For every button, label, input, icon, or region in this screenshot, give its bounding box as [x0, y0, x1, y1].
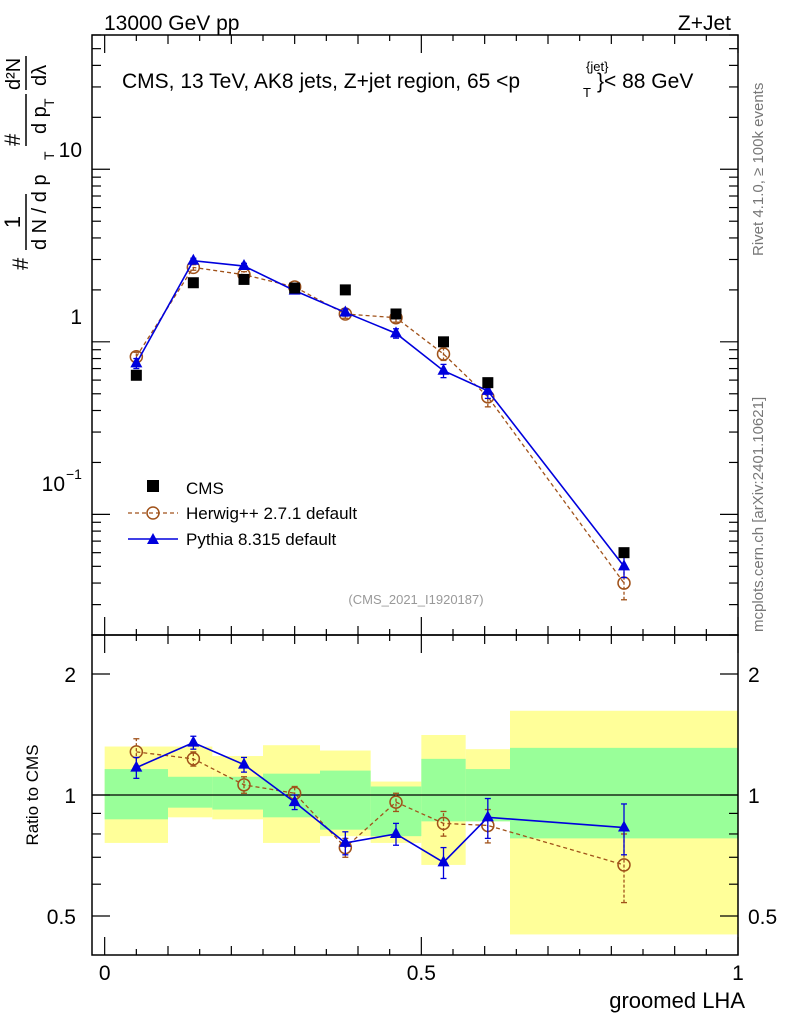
- cms-point: [339, 284, 351, 296]
- pythia-point: [238, 259, 250, 271]
- upper-tick-label-01-base: 10: [42, 473, 65, 496]
- lower-y-label: Ratio to CMS: [23, 744, 42, 845]
- ratio-pythia-point: [130, 760, 143, 772]
- ratio-band-inner: [320, 770, 371, 830]
- legend-label-cms: CMS: [186, 479, 224, 498]
- legend-label-pythia: Pythia 8.315 default: [186, 530, 337, 549]
- ratio-pythia-point: [437, 855, 450, 867]
- cms-point: [130, 369, 142, 381]
- mcplots-label: mcplots.cern.ch [arXiv:2401.10621]: [750, 397, 767, 632]
- energy-label: 13000 GeV pp: [104, 12, 239, 35]
- legend-marker-herwig: [146, 506, 160, 520]
- ylabel-dl: dλ: [29, 65, 51, 86]
- cms-point: [482, 377, 494, 389]
- upper-tick-label-1: 1: [70, 306, 82, 329]
- lower-tick-labels: 0.5 0.5 1 1 2 2: [47, 664, 777, 929]
- ylabel-T1: T: [41, 151, 57, 160]
- lower-tick-label-right: 2: [748, 664, 760, 687]
- pythia-point: [618, 559, 630, 571]
- upper-ticks: [92, 34, 739, 636]
- ratio-pythia-point: [618, 820, 630, 832]
- chart-title: CMS, 13 TeV, AK8 jets, Z+jet region, 65 …: [122, 70, 520, 93]
- process-label: Z+Jet: [678, 12, 731, 35]
- upper-marks: [129, 253, 631, 601]
- rivet-label: Rivet 4.1.0, ≥ 100k events: [750, 83, 767, 256]
- x-tick-label: 1: [732, 962, 744, 985]
- ratio-herwig-point: [436, 816, 451, 831]
- ratio-herwig-point: [617, 858, 631, 872]
- ratio-marks: [129, 735, 631, 904]
- analysis-id: (CMS_2021_I1920187): [348, 592, 483, 607]
- rivet-label-group: Rivet 4.1.0, ≥ 100k events: [750, 83, 767, 256]
- legend-marker-pythia: [147, 533, 159, 544]
- mcplots-label-group: mcplots.cern.ch [arXiv:2401.10621]: [750, 397, 767, 632]
- lower-ticks: [92, 635, 739, 955]
- ratio-pythia-point: [339, 835, 352, 847]
- ylabel-hash2: #: [0, 133, 25, 146]
- pythia-point: [390, 326, 402, 338]
- ylabel-one: 1: [0, 216, 25, 228]
- lower-y-label-group: Ratio to CMS: [23, 744, 42, 845]
- herwig-point: [436, 347, 451, 361]
- upper-panel: CMS, 13 TeV, AK8 jets, Z+jet region, 65 …: [0, 34, 739, 636]
- x-axis-label: groomed LHA: [609, 988, 745, 1013]
- upper-tick-label-10: 10: [59, 139, 82, 162]
- lower-tick-label-left: 1: [64, 785, 76, 808]
- ylabel-dp: d p: [29, 106, 51, 134]
- lower-tick-label-right: 0.5: [748, 906, 777, 929]
- cms-point: [238, 273, 250, 285]
- ratio-herwig-point: [186, 752, 201, 766]
- ylabel-T2: T: [41, 98, 57, 107]
- ylabel-dN: d N / d p: [29, 174, 51, 250]
- x-tick-label: 0.5: [407, 962, 436, 985]
- pythia-point: [437, 363, 450, 375]
- legend: CMS Herwig++ 2.7.1 default Pythia 8.315 …: [128, 479, 357, 549]
- ratio-pythia-point: [390, 826, 402, 838]
- legend-marker-cms: [147, 480, 159, 492]
- cms-point: [289, 282, 301, 294]
- pythia-point: [130, 356, 143, 368]
- ratio-pythia-point: [187, 735, 200, 747]
- ratio-pythia-point: [481, 810, 494, 822]
- ylabel-hash1: #: [8, 257, 33, 270]
- ratio-pythia-point: [238, 757, 250, 769]
- pythia-point: [339, 305, 352, 317]
- x-tick-label: 0: [99, 962, 111, 985]
- title-superscript: {jet}: [586, 59, 609, 74]
- upper-tick-label-01-exp: −1: [66, 466, 82, 482]
- lower-tick-label-right: 1: [748, 785, 760, 808]
- cms-point: [187, 277, 199, 289]
- cms-point: [438, 336, 449, 348]
- upper-y-label: # 1 d N / d p T # d p T d²N dλ: [0, 56, 57, 270]
- legend-label-herwig: Herwig++ 2.7.1 default: [186, 504, 357, 523]
- ratio-herwig-point: [389, 795, 403, 809]
- cms-point: [390, 308, 402, 320]
- ratio-band-inner: [168, 776, 213, 808]
- lower-panel: 0.5 0.51 12 2 Ratio to CMS 0 0.5 1 groomed LH…: [23, 634, 777, 1013]
- pythia-point: [187, 253, 200, 265]
- ratio-pythia-point: [288, 795, 301, 807]
- title-main: CMS, 13 TeV, AK8 jets, Z+jet region, 65 …: [122, 70, 520, 93]
- ratio-herwig-point: [237, 778, 251, 792]
- title-end: }< 88 GeV: [597, 70, 693, 93]
- pythia-point: [481, 383, 494, 395]
- cms-point: [618, 547, 630, 559]
- lower-tick-label-left: 0.5: [47, 906, 76, 929]
- ratio-bands: [92, 710, 738, 935]
- lower-tick-label-left: 2: [64, 664, 76, 687]
- title-subscript: T: [583, 85, 591, 100]
- x-tick-labels: 0 0.5 1: [99, 962, 744, 985]
- ylabel-d2N: d²N: [3, 58, 25, 90]
